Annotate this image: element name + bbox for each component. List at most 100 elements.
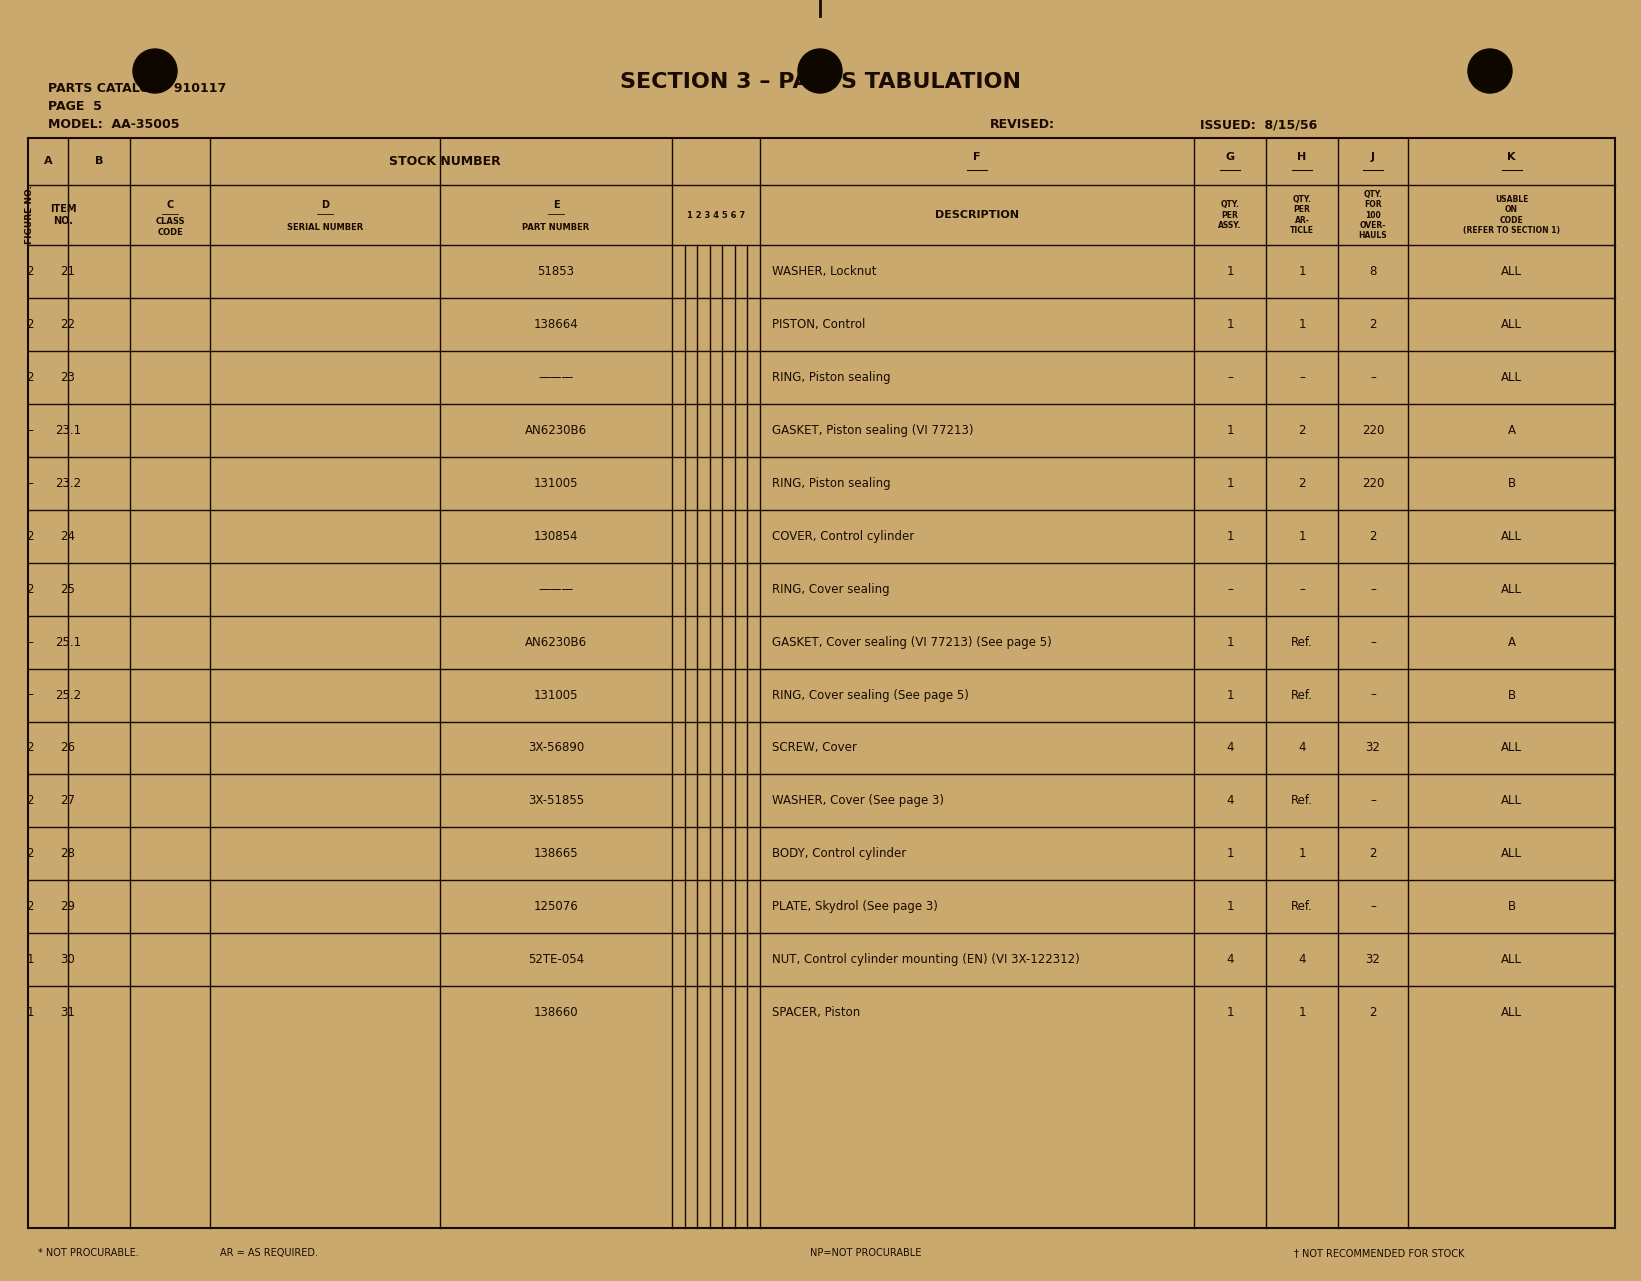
Text: 2: 2 <box>1298 477 1306 489</box>
Text: ———: ——— <box>538 371 574 384</box>
Text: 1 2 3 4 5 6 7: 1 2 3 4 5 6 7 <box>688 210 745 219</box>
Text: SCREW, Cover: SCREW, Cover <box>771 742 857 755</box>
Text: † NOT RECOMMENDED FOR STOCK: † NOT RECOMMENDED FOR STOCK <box>1295 1248 1464 1258</box>
Text: QTY.
PER
AR-
TICLE: QTY. PER AR- TICLE <box>1290 195 1314 236</box>
Text: –: – <box>1227 583 1232 596</box>
Text: 2: 2 <box>1369 530 1377 543</box>
Text: 25: 25 <box>61 583 75 596</box>
Text: 2: 2 <box>1369 1006 1377 1020</box>
Text: 2: 2 <box>26 901 34 913</box>
Text: ISSUED:  8/15/56: ISSUED: 8/15/56 <box>1200 118 1318 131</box>
Text: 8: 8 <box>1369 265 1377 278</box>
Text: FIGURE NO.: FIGURE NO. <box>26 186 34 245</box>
Text: PISTON, Control: PISTON, Control <box>771 318 865 330</box>
Text: ALL: ALL <box>1502 265 1521 278</box>
Text: –: – <box>26 477 33 489</box>
Text: 31: 31 <box>61 1006 75 1020</box>
Text: REVISED:: REVISED: <box>990 118 1055 131</box>
Text: 2: 2 <box>26 318 34 330</box>
Text: 2: 2 <box>26 847 34 861</box>
Text: 125076: 125076 <box>533 901 578 913</box>
Text: 1: 1 <box>1298 265 1306 278</box>
Text: ALL: ALL <box>1502 953 1521 966</box>
Text: AR = AS REQUIRED.: AR = AS REQUIRED. <box>220 1248 318 1258</box>
Text: AN6230B6: AN6230B6 <box>525 424 587 437</box>
Text: 2: 2 <box>26 265 34 278</box>
Text: 2: 2 <box>26 742 34 755</box>
Text: DESCRIPTION: DESCRIPTION <box>935 210 1019 220</box>
Text: B: B <box>1508 901 1516 913</box>
Text: 52TE-054: 52TE-054 <box>528 953 584 966</box>
Text: –: – <box>26 424 33 437</box>
Text: 32: 32 <box>1365 742 1380 755</box>
Text: A: A <box>44 156 53 167</box>
Text: 23: 23 <box>61 371 75 384</box>
Text: 2: 2 <box>1369 318 1377 330</box>
Text: K: K <box>1506 151 1516 161</box>
Text: ALL: ALL <box>1502 847 1521 861</box>
Text: 30: 30 <box>61 953 75 966</box>
Circle shape <box>1469 49 1511 94</box>
Text: 2: 2 <box>1369 847 1377 861</box>
Text: A: A <box>1508 424 1516 437</box>
Text: F: F <box>973 151 981 161</box>
Text: 22: 22 <box>61 318 75 330</box>
Text: –: – <box>1370 688 1375 702</box>
Text: –: – <box>1300 583 1305 596</box>
Text: SECTION 3 – PARTS TABULATION: SECTION 3 – PARTS TABULATION <box>620 72 1021 92</box>
Text: PLATE, Skydrol (See page 3): PLATE, Skydrol (See page 3) <box>771 901 939 913</box>
Text: 1: 1 <box>26 953 34 966</box>
Text: WASHER, Locknut: WASHER, Locknut <box>771 265 876 278</box>
Text: 131005: 131005 <box>533 688 578 702</box>
Text: RING, Piston sealing: RING, Piston sealing <box>771 477 891 489</box>
Text: ALL: ALL <box>1502 318 1521 330</box>
Text: CLASS
CODE: CLASS CODE <box>156 218 185 237</box>
Text: 1: 1 <box>1226 635 1234 648</box>
Text: 32: 32 <box>1365 953 1380 966</box>
Text: Ref.: Ref. <box>1291 901 1313 913</box>
Text: B: B <box>1508 477 1516 489</box>
Text: –: – <box>1300 371 1305 384</box>
Text: NP=NOT PROCURABLE: NP=NOT PROCURABLE <box>811 1248 921 1258</box>
Text: Ref.: Ref. <box>1291 794 1313 807</box>
Text: 1: 1 <box>1226 265 1234 278</box>
Text: –: – <box>1370 794 1375 807</box>
Text: BODY, Control cylinder: BODY, Control cylinder <box>771 847 906 861</box>
Text: 131005: 131005 <box>533 477 578 489</box>
Text: ITEM
NO.: ITEM NO. <box>49 204 75 225</box>
Text: 4: 4 <box>1226 742 1234 755</box>
Text: 1: 1 <box>1226 318 1234 330</box>
Text: D: D <box>322 200 328 210</box>
Text: A: A <box>1508 635 1516 648</box>
Text: QTY.
FOR
100
OVER-
HAULS: QTY. FOR 100 OVER- HAULS <box>1359 190 1387 241</box>
Text: 2: 2 <box>26 583 34 596</box>
Text: 23.1: 23.1 <box>54 424 80 437</box>
Text: 26: 26 <box>61 742 75 755</box>
Text: 130854: 130854 <box>533 530 578 543</box>
Text: ALL: ALL <box>1502 530 1521 543</box>
Text: ALL: ALL <box>1502 583 1521 596</box>
Text: SPACER, Piston: SPACER, Piston <box>771 1006 860 1020</box>
Text: 29: 29 <box>61 901 75 913</box>
Text: 1: 1 <box>1226 477 1234 489</box>
Text: 1: 1 <box>1226 530 1234 543</box>
Text: ALL: ALL <box>1502 794 1521 807</box>
Text: 2: 2 <box>1298 424 1306 437</box>
Text: H: H <box>1298 151 1306 161</box>
Text: MODEL:  AA-35005: MODEL: AA-35005 <box>48 118 179 131</box>
Text: 21: 21 <box>61 265 75 278</box>
Text: GASKET, Piston sealing (VI 77213): GASKET, Piston sealing (VI 77213) <box>771 424 973 437</box>
Text: PAGE  5: PAGE 5 <box>48 100 102 113</box>
Text: –: – <box>26 635 33 648</box>
Text: 2: 2 <box>26 794 34 807</box>
Text: 1: 1 <box>1298 847 1306 861</box>
Text: 220: 220 <box>1362 477 1385 489</box>
Text: J: J <box>1370 151 1375 161</box>
Circle shape <box>798 49 842 94</box>
Text: 51853: 51853 <box>538 265 574 278</box>
Text: E: E <box>553 200 560 210</box>
Text: PARTS CATALOG:  910117: PARTS CATALOG: 910117 <box>48 82 226 95</box>
Text: 138660: 138660 <box>533 1006 578 1020</box>
Text: USABLE
ON
CODE
(REFER TO SECTION 1): USABLE ON CODE (REFER TO SECTION 1) <box>1464 195 1561 236</box>
Text: –: – <box>26 688 33 702</box>
